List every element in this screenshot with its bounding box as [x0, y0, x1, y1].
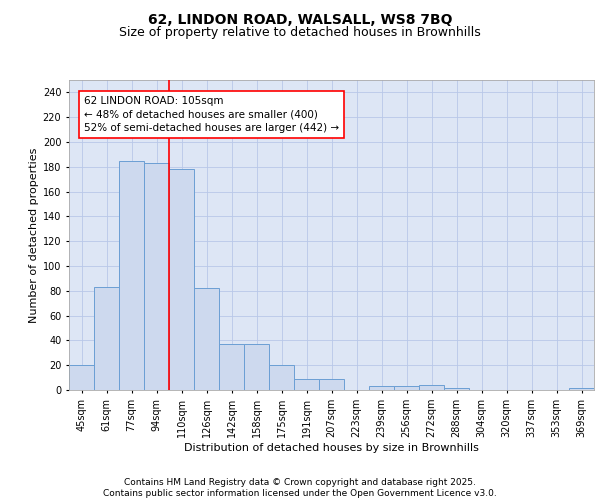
Text: Size of property relative to detached houses in Brownhills: Size of property relative to detached ho…	[119, 26, 481, 39]
Bar	[294, 379, 319, 390]
Bar	[69, 365, 94, 390]
Bar	[419, 385, 444, 390]
Text: Contains HM Land Registry data © Crown copyright and database right 2025.
Contai: Contains HM Land Registry data © Crown c…	[103, 478, 497, 498]
Bar	[319, 379, 344, 390]
Bar	[194, 288, 219, 390]
Y-axis label: Number of detached properties: Number of detached properties	[29, 148, 38, 322]
Bar	[569, 388, 594, 390]
Text: 62 LINDON ROAD: 105sqm
← 48% of detached houses are smaller (400)
52% of semi-de: 62 LINDON ROAD: 105sqm ← 48% of detached…	[84, 96, 339, 132]
Bar	[119, 160, 144, 390]
Bar	[269, 365, 294, 390]
Bar	[94, 287, 119, 390]
X-axis label: Distribution of detached houses by size in Brownhills: Distribution of detached houses by size …	[184, 442, 479, 452]
Bar	[244, 344, 269, 390]
Bar	[169, 170, 194, 390]
Bar	[394, 386, 419, 390]
Bar	[219, 344, 244, 390]
Bar	[369, 386, 394, 390]
Text: 62, LINDON ROAD, WALSALL, WS8 7BQ: 62, LINDON ROAD, WALSALL, WS8 7BQ	[148, 12, 452, 26]
Bar	[144, 163, 169, 390]
Bar	[444, 388, 469, 390]
